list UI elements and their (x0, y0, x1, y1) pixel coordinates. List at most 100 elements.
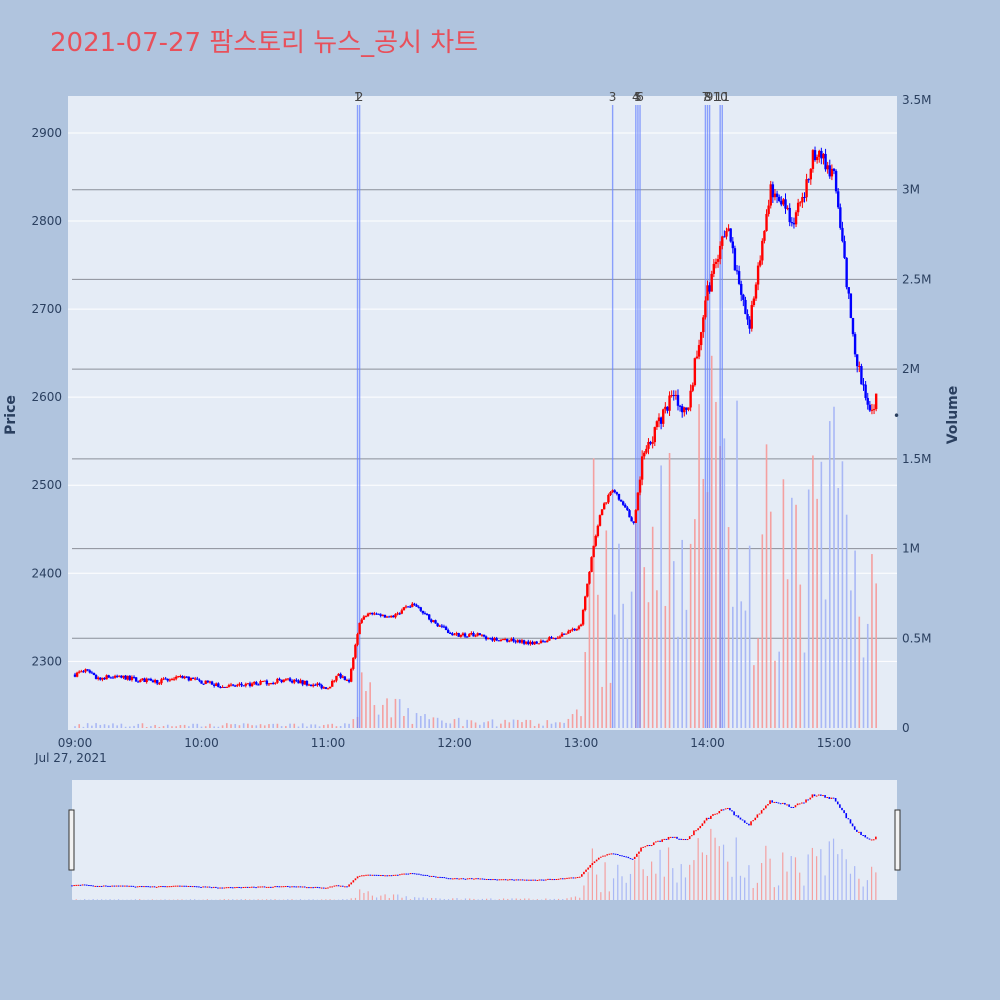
candle-body (286, 678, 290, 680)
slider-candle (191, 886, 194, 888)
slider-candle (724, 808, 727, 810)
slider-candle (591, 863, 594, 866)
slider-candle (526, 879, 528, 881)
candle-body (284, 679, 288, 681)
volume-bar (213, 726, 215, 728)
volume-bar (331, 723, 334, 728)
range-slider-track[interactable] (72, 780, 897, 900)
candle-body (769, 184, 772, 206)
slider-candle (278, 886, 281, 888)
candle-body (451, 633, 454, 636)
slider-candle (657, 840, 659, 842)
slider-candle (128, 885, 130, 887)
slider-volume-bar (600, 892, 602, 900)
candle-body (196, 678, 199, 680)
slider-candle (762, 808, 765, 811)
candle-body (356, 634, 359, 645)
range-slider[interactable] (68, 780, 901, 900)
candle-body (489, 637, 492, 639)
candle-body (725, 231, 728, 237)
candle-body (624, 504, 627, 508)
slider-volume-bar (566, 898, 568, 900)
news-marker-label[interactable]: 11 (715, 90, 730, 104)
candle-body (862, 384, 865, 386)
candle-body (162, 678, 165, 680)
candle-body (166, 678, 169, 681)
candle-body (147, 678, 150, 680)
candle-body (432, 620, 435, 622)
candlesticks[interactable] (73, 146, 878, 690)
news-marker-label[interactable]: 3 (609, 90, 617, 104)
slider-candle (394, 874, 397, 876)
volume-bar (677, 636, 679, 728)
slider-candle (384, 875, 386, 877)
price-tick-label: 2500 (31, 478, 62, 492)
news-marker-label[interactable]: 5 (634, 90, 642, 104)
slider-candle (790, 806, 793, 808)
slider-candle (382, 875, 384, 877)
volume-bar (828, 421, 831, 728)
news-marker-label[interactable]: 2 (356, 90, 364, 104)
candle-body (518, 640, 522, 643)
slider-candle (500, 879, 503, 881)
volume-bar (436, 717, 439, 728)
slider-volume-bar (519, 898, 522, 900)
candle-body (643, 452, 646, 457)
volume-bar (415, 713, 418, 728)
range-slider-left-handle[interactable] (68, 809, 75, 871)
slider-candle (490, 879, 492, 881)
candle-body (689, 390, 692, 408)
candle-body (767, 205, 770, 215)
candle-body (271, 683, 275, 685)
candle-body (501, 639, 505, 641)
volume-bar (799, 584, 802, 728)
news-marker-label[interactable]: 1 (354, 90, 362, 104)
candle-body (697, 345, 701, 357)
slider-volume-bar (189, 899, 192, 900)
slider-volume-bar (866, 880, 868, 900)
candle-body (537, 643, 541, 645)
news-marker-label[interactable]: 6 (636, 90, 644, 104)
candle-body (731, 241, 734, 249)
slider-candle (358, 875, 361, 877)
range-slider-right-handle[interactable] (894, 809, 901, 871)
news-marker-label[interactable]: 9 (706, 90, 714, 104)
candle-body (759, 260, 762, 266)
volume-bar (474, 722, 477, 728)
slider-candle (221, 887, 223, 889)
slider-candle (688, 836, 691, 840)
candle-body (594, 536, 597, 546)
slider-candle (339, 885, 342, 887)
candle-body (740, 283, 743, 295)
candle-body (113, 675, 117, 678)
slider-volume-bar (236, 899, 238, 900)
slider-candle (409, 873, 412, 875)
slider-volume-bar (431, 897, 433, 900)
slider-candle (251, 886, 253, 888)
slider-candle (771, 800, 773, 803)
slider-volume-bar (583, 885, 585, 900)
volume-bar (748, 545, 751, 728)
candle-body (141, 678, 144, 681)
slider-candle (720, 809, 723, 812)
slider-candle (212, 886, 215, 888)
volume-bar (230, 724, 232, 728)
price-axis-title: Price (3, 395, 19, 435)
candle-body (82, 671, 85, 673)
slider-candle (578, 876, 581, 878)
candle-body (362, 616, 366, 620)
slider-candle (862, 835, 864, 837)
volume-bar (403, 715, 405, 728)
slider-candle (511, 879, 513, 881)
candle-body (750, 305, 753, 329)
slider-volume-bar (384, 894, 386, 900)
news-marker-label[interactable]: 10 (713, 90, 728, 104)
volume-bar (487, 721, 490, 728)
news-marker-label[interactable]: 7 (702, 90, 710, 104)
news-marker-label[interactable]: 8 (704, 90, 712, 104)
plot-area[interactable] (68, 96, 897, 730)
news-marker-label[interactable]: 4 (632, 90, 640, 104)
slider-volume-bar (536, 899, 538, 900)
